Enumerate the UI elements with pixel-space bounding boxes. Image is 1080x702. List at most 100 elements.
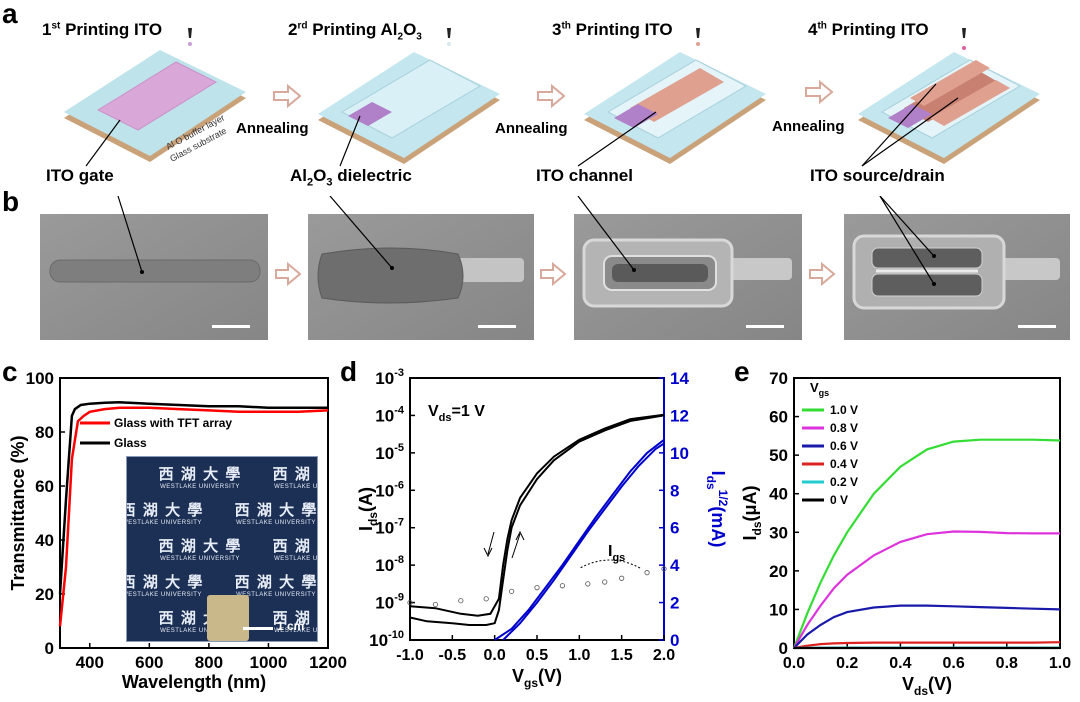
arrow-icon xyxy=(805,79,834,105)
nozzle-icon xyxy=(962,28,966,50)
legend-label: 1.0 V xyxy=(830,403,858,417)
y-tick-label: 40 xyxy=(769,485,788,504)
legend-label: 0.6 V xyxy=(830,439,858,453)
igs-point xyxy=(534,585,540,591)
callout-ito-channel: ITO channel xyxy=(536,166,633,185)
y-right-axis-label: Ids1/2(mA) xyxy=(704,471,730,548)
inset-scale-label: 1 cm xyxy=(277,619,305,633)
y-axis-label: Ids(μA) xyxy=(740,485,764,540)
y-tick-label: 50 xyxy=(769,446,788,465)
panel-d-letter: d xyxy=(340,356,358,387)
y-tick-label: 10 xyxy=(769,600,788,619)
igs-point xyxy=(619,575,625,581)
x-axis-label: Wavelength (nm) xyxy=(122,672,266,692)
output-curve-0 xyxy=(792,438,1061,649)
y-tick-label: 10-8 xyxy=(375,554,404,575)
x-tick-label: 2.0 xyxy=(653,647,675,664)
annealing-label-2: Annealing xyxy=(495,120,568,137)
y-right-tick-label: 0 xyxy=(670,631,679,650)
annealing-label-1: Annealing xyxy=(236,120,309,137)
x-axis-label: Vgs(V) xyxy=(512,666,562,690)
x-tick-label: 600 xyxy=(135,653,163,672)
x-tick-label: 400 xyxy=(76,653,104,672)
y-tick-label: 10-4 xyxy=(375,404,405,425)
x-tick-label: 1000 xyxy=(250,653,288,672)
y-tick-label: 0 xyxy=(45,639,54,658)
annealing-label-3: Annealing xyxy=(772,118,845,135)
x-tick-label: 0.4 xyxy=(889,655,911,672)
igs-point xyxy=(661,566,667,572)
output-curve-2 xyxy=(793,604,1061,649)
x-tick-label: 1.0 xyxy=(568,647,590,664)
x-tick-label: 0.0 xyxy=(484,647,506,664)
probe-holder xyxy=(207,595,249,641)
igs-point xyxy=(432,601,439,608)
igs-point xyxy=(509,588,515,594)
callout-dielectric: Al2O3 dielectric xyxy=(290,166,412,189)
output-curve-3 xyxy=(793,641,1061,650)
arrow-icon xyxy=(809,261,836,287)
y-tick-label: 10-7 xyxy=(375,517,404,538)
x-tick-label: 0.0 xyxy=(783,655,805,672)
y-right-tick-label: 4 xyxy=(670,556,680,575)
device-step-3 xyxy=(584,52,766,164)
scale-bar xyxy=(212,325,250,328)
x-tick-label: 1200 xyxy=(309,653,347,672)
scale-bar xyxy=(746,325,784,328)
y-tick-label: 10-10 xyxy=(369,629,404,650)
sweep-arrow-down xyxy=(483,531,495,558)
y-tick-label: 80 xyxy=(35,423,54,442)
step-4-title: 4th Printing ITO xyxy=(808,20,929,39)
panel-a-letter: a xyxy=(2,0,18,29)
x-tick-label: 0.6 xyxy=(942,655,964,672)
nozzle-icon xyxy=(188,28,192,46)
nozzle-icon xyxy=(696,28,700,46)
plot-frame xyxy=(59,377,329,649)
arrow-icon xyxy=(275,261,302,287)
sem-image-1 xyxy=(40,196,268,340)
panel-a-schematics: Al O buffer layer Glass substrate xyxy=(64,28,1040,167)
panel-b-micrographs xyxy=(40,196,1070,340)
x-tick-label: 1.0 xyxy=(1049,655,1071,672)
sem-image-4 xyxy=(844,196,1070,340)
y-tick-label: 0 xyxy=(779,639,788,658)
sweep-arrow-up xyxy=(511,530,525,559)
series-line-0 xyxy=(58,406,329,627)
x-tick-label: 0.8 xyxy=(996,655,1018,672)
step-1-title: 1st Printing ITO xyxy=(42,20,163,39)
y-tick-label: 10-9 xyxy=(375,592,404,613)
igs-point xyxy=(644,570,650,576)
x-axis-label: Vds(V) xyxy=(902,674,952,698)
output-chart: 0 10 20 30 40 50 60 70 0.0 0.2 0.4 0.6 0.8 1.0 Vds(V) I… xyxy=(740,369,1071,698)
y-right-tick-label: 2 xyxy=(670,594,679,613)
sqrt-current-curve xyxy=(494,439,665,641)
vds-annotation: Vds=1 V xyxy=(428,403,485,424)
igs-point xyxy=(483,596,489,602)
y-tick-label: 20 xyxy=(769,562,788,581)
legend-title: Vgs xyxy=(810,380,829,398)
y-tick-label: 10-5 xyxy=(375,442,404,463)
series-line-1 xyxy=(58,401,328,595)
sqrt-current-curve xyxy=(502,442,665,641)
igs-point xyxy=(458,598,464,604)
step-3-title: 3th Printing ITO xyxy=(552,20,673,39)
arrow-icon xyxy=(537,83,566,109)
igs-pointer xyxy=(579,559,641,569)
sem-image-2 xyxy=(308,196,534,340)
y-right-tick-label: 8 xyxy=(670,481,679,500)
output-curve-1 xyxy=(793,530,1060,649)
x-tick-label: 0.2 xyxy=(836,655,858,672)
device-step-4 xyxy=(858,52,1040,164)
